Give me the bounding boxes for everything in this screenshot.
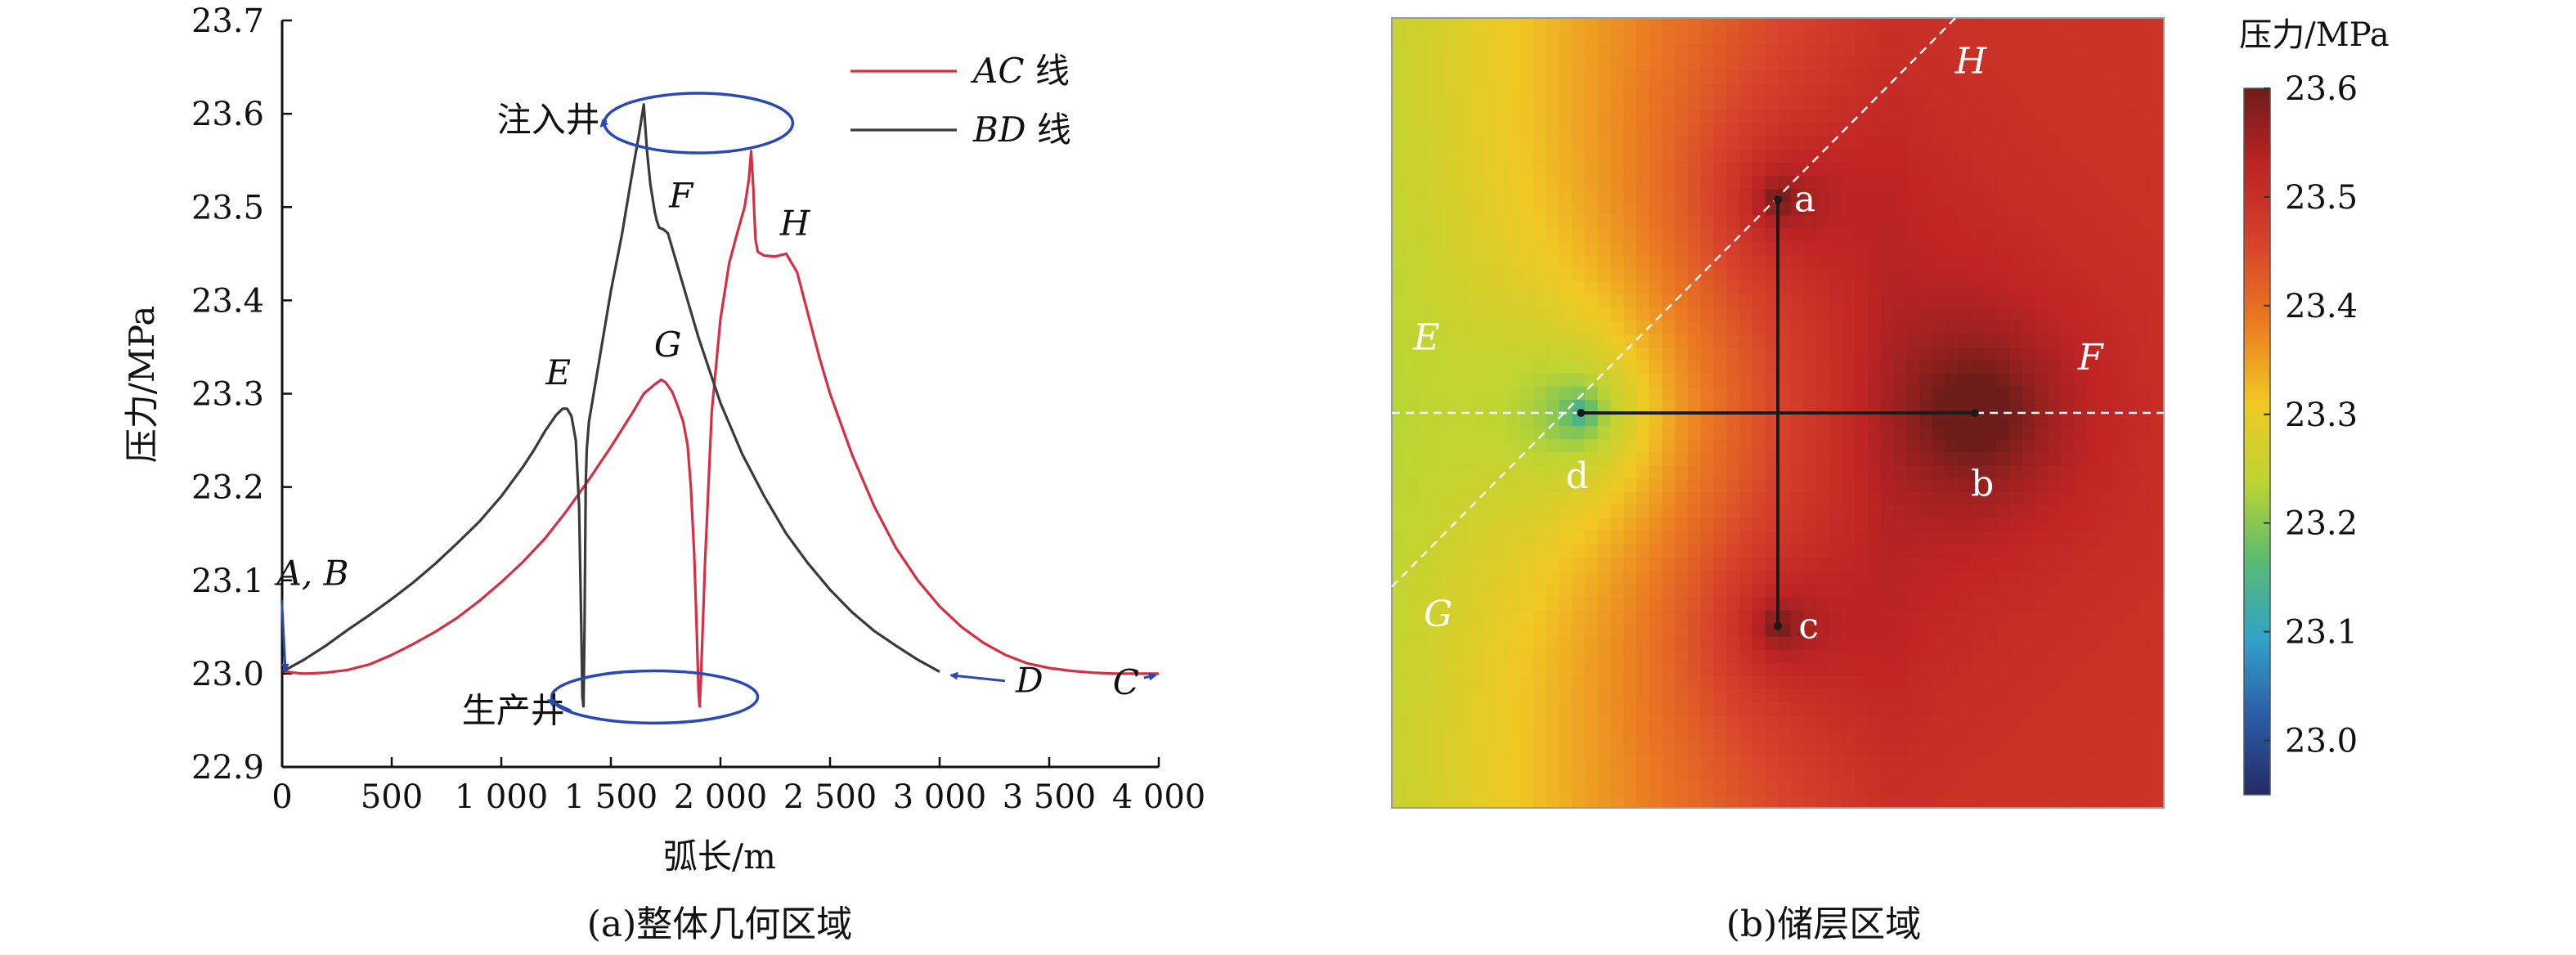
point-label: H xyxy=(779,203,811,243)
annotation-arrow xyxy=(599,119,609,128)
y-tick-label: 23.0 xyxy=(191,656,264,693)
map-label-a: a xyxy=(1794,179,1815,221)
y-tick-label: 23.4 xyxy=(191,282,264,320)
well-overlay: E F G Ha b c d xyxy=(1391,17,2164,647)
line-chart-panel: 0 500 1 000 1 500 2 000 2 500 3 000 3 500 4 000 2… xyxy=(122,2,1205,945)
series-line-bd xyxy=(282,103,940,708)
map-label-c: c xyxy=(1798,605,1819,647)
point-label: G xyxy=(654,325,682,365)
map-label-E: E xyxy=(1412,317,1439,359)
annotation-arrow xyxy=(1143,672,1157,681)
well-annotation-label: 生产井 xyxy=(462,691,565,731)
series-line-ac xyxy=(282,150,1159,708)
y-tick-label: 23.5 xyxy=(191,189,264,226)
x-axis-label: 弧长/m xyxy=(663,836,776,877)
colorbar-tick-label: 23.2 xyxy=(2285,505,2358,543)
y-tick-label: 22.9 xyxy=(191,749,264,787)
colorbar-tick-label: 23.4 xyxy=(2285,288,2358,325)
series-group xyxy=(282,103,1159,708)
map-label-b: b xyxy=(1971,463,1994,504)
colorbar-gradient xyxy=(2243,87,2271,796)
x-tick-label: 2 000 xyxy=(674,778,768,816)
annotation-arrow xyxy=(546,699,572,712)
map-label-F: F xyxy=(2077,337,2104,379)
legend-label-ac: AC 线 xyxy=(970,51,1070,91)
colorbar-tick-label: 23.1 xyxy=(2285,614,2358,652)
y-axis-label: 压力/MPa xyxy=(122,306,162,464)
well-c xyxy=(1774,621,1782,630)
well-annotation-label: 注入井 xyxy=(497,100,600,140)
x-tick-label: 2 500 xyxy=(783,778,877,816)
point-label: A, B xyxy=(274,553,349,593)
x-tick-label: 4 000 xyxy=(1112,778,1206,816)
y-tick-label: 23.3 xyxy=(191,376,264,414)
well-ellipse xyxy=(603,92,795,155)
colorbar-title: 压力/MPa xyxy=(2239,16,2389,54)
map-label-d: d xyxy=(1565,455,1588,497)
pressure-field xyxy=(1391,17,2165,809)
x-tick-label: 3 500 xyxy=(1003,778,1097,816)
y-tick-label: 23.2 xyxy=(191,469,264,507)
annotation-arrow xyxy=(949,671,1006,683)
well-a xyxy=(1774,195,1782,204)
x-tick-label: 1 500 xyxy=(564,778,658,816)
y-tick-label: 23.6 xyxy=(191,96,264,133)
heatmap-panel: E F G Ha b c d 23.0 23.1 23.2 23.3 23.4 23.5 23.6 压力… xyxy=(1391,16,2390,945)
point-label: C xyxy=(1113,662,1139,702)
point-label: F xyxy=(668,175,694,215)
panel-caption-b: (b)储层区域 xyxy=(1726,903,1922,945)
colorbar-tick-label: 23.3 xyxy=(2285,397,2358,434)
annotation-arrow xyxy=(280,599,289,672)
x-tick-label: 1 000 xyxy=(455,778,549,816)
x-tick-label: 0 xyxy=(272,778,292,816)
x-tick-label: 500 xyxy=(361,778,423,816)
legend: AC 线 BD 线 xyxy=(850,51,1071,150)
well-ellipse xyxy=(550,669,760,725)
axes: 0 500 1 000 1 500 2 000 2 500 3 000 3 500 4 000 2… xyxy=(191,2,1205,816)
legend-label-bd: BD 线 xyxy=(972,110,1071,150)
map-label-H: H xyxy=(1954,41,1988,83)
well-d xyxy=(1577,409,1586,417)
colorbar-tick-label: 23.5 xyxy=(2285,179,2358,217)
point-label: E xyxy=(545,352,571,392)
panel-caption-a: (a)整体几何区域 xyxy=(587,903,853,945)
colorbar-tick-label: 23.6 xyxy=(2285,70,2358,108)
well-b xyxy=(1970,409,1979,417)
y-tick-label: 23.7 xyxy=(191,2,264,40)
colorbar-tick-label: 23.0 xyxy=(2285,723,2358,760)
point-label: D xyxy=(1015,661,1043,701)
map-label-G: G xyxy=(1424,594,1452,635)
y-tick-label: 23.1 xyxy=(191,563,264,600)
x-tick-label: 3 000 xyxy=(893,778,987,816)
colorbar: 23.0 23.1 23.2 23.3 23.4 23.5 23.6 xyxy=(2243,70,2358,796)
